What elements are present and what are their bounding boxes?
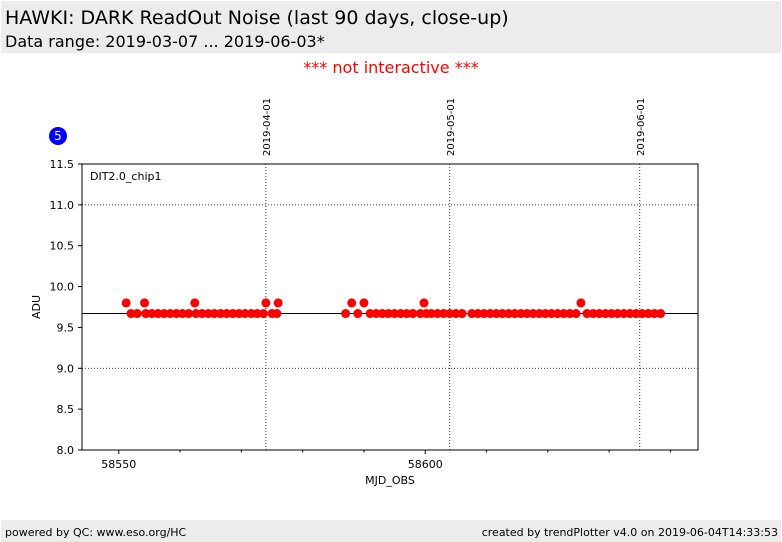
footer-banner: powered by QC: www.eso.org/HC created by…	[1, 520, 781, 542]
data-point	[408, 309, 418, 319]
x-tick-label: 58600	[408, 458, 443, 471]
date-marker-label: 2019-05-01	[446, 98, 457, 156]
series-label: DIT2.0_chip1	[90, 170, 161, 183]
data-point	[261, 298, 271, 308]
footer-created-by: created by trendPlotter v4.0 on 2019-06-…	[481, 526, 778, 539]
data-point	[656, 309, 666, 319]
data-point	[190, 298, 200, 308]
data-point	[359, 298, 369, 308]
not-interactive-notice: *** not interactive ***	[303, 58, 479, 77]
data-range-subtitle: Data range: 2019-03-07 ... 2019-06-03*	[5, 32, 325, 51]
axis-layer: 8.0 8.5 9.0 9.5 10.0 10.5 11.0 11.5 58550 58600	[50, 158, 671, 471]
points-layer	[121, 298, 666, 319]
y-tick-label: 10.0	[50, 281, 75, 294]
grid-layer: 2019-04-01 2019-05-01 2019-06-01	[82, 98, 698, 450]
footer-credit: powered by QC: www.eso.org/HC	[5, 526, 187, 539]
data-point	[272, 309, 282, 319]
y-tick-label: 9.5	[57, 321, 75, 334]
data-point	[571, 309, 581, 319]
x-axis-label: MJD_OBS	[365, 474, 415, 487]
date-marker-label: 2019-04-01	[262, 98, 273, 156]
data-point	[121, 298, 131, 308]
plot-number-badge: 5	[49, 127, 67, 145]
y-tick-label: 8.5	[57, 403, 75, 416]
scatter-chart: 2019-04-01 2019-05-01 2019-06-01 8.0 8.5 9.0…	[30, 98, 699, 487]
data-point	[273, 298, 283, 308]
data-point	[258, 309, 268, 319]
y-axis-label: ADU	[30, 295, 43, 319]
y-tick-label: 9.0	[57, 362, 75, 375]
data-point	[341, 309, 351, 319]
data-point	[132, 309, 142, 319]
date-marker-label: 2019-06-01	[636, 98, 647, 156]
data-point	[576, 298, 586, 308]
y-tick-label: 8.0	[57, 444, 75, 457]
data-point	[184, 309, 194, 319]
header-banner: HAWKI: DARK ReadOut Noise (last 90 days,…	[1, 1, 781, 53]
y-tick-label: 11.0	[50, 199, 75, 212]
data-point	[353, 309, 363, 319]
plot-frame	[81, 163, 699, 451]
data-point	[140, 298, 150, 308]
data-point	[457, 309, 467, 319]
page-title: HAWKI: DARK ReadOut Noise (last 90 days,…	[5, 7, 509, 29]
data-point	[347, 298, 357, 308]
y-tick-label: 11.5	[50, 158, 75, 171]
x-tick-label: 58550	[101, 458, 136, 471]
y-tick-label: 10.5	[50, 240, 75, 253]
data-point	[419, 298, 429, 308]
